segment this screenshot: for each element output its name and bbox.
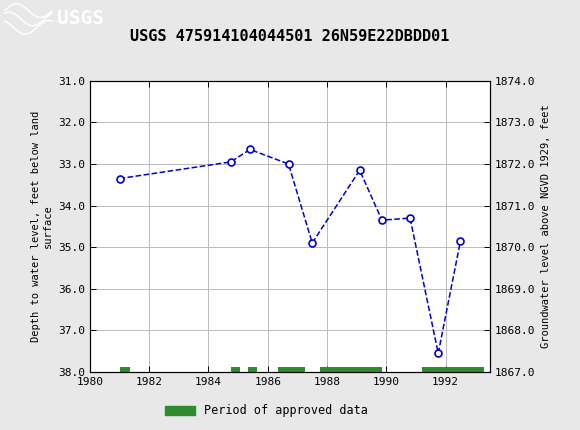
Text: USGS: USGS [57, 9, 104, 28]
Legend: Period of approved data: Period of approved data [161, 399, 373, 422]
Bar [248, 366, 258, 372]
Bar [422, 366, 448, 372]
Bar [119, 366, 130, 372]
Bar [278, 366, 305, 372]
Bar [320, 366, 382, 372]
Bar [448, 366, 484, 372]
Y-axis label: Depth to water level, feet below land
surface: Depth to water level, feet below land su… [31, 111, 52, 342]
Y-axis label: Groundwater level above NGVD 1929, feet: Groundwater level above NGVD 1929, feet [541, 104, 551, 348]
Text: USGS 475914104044501 26N59E22DBDD01: USGS 475914104044501 26N59E22DBDD01 [130, 29, 450, 44]
Bar [231, 366, 240, 372]
